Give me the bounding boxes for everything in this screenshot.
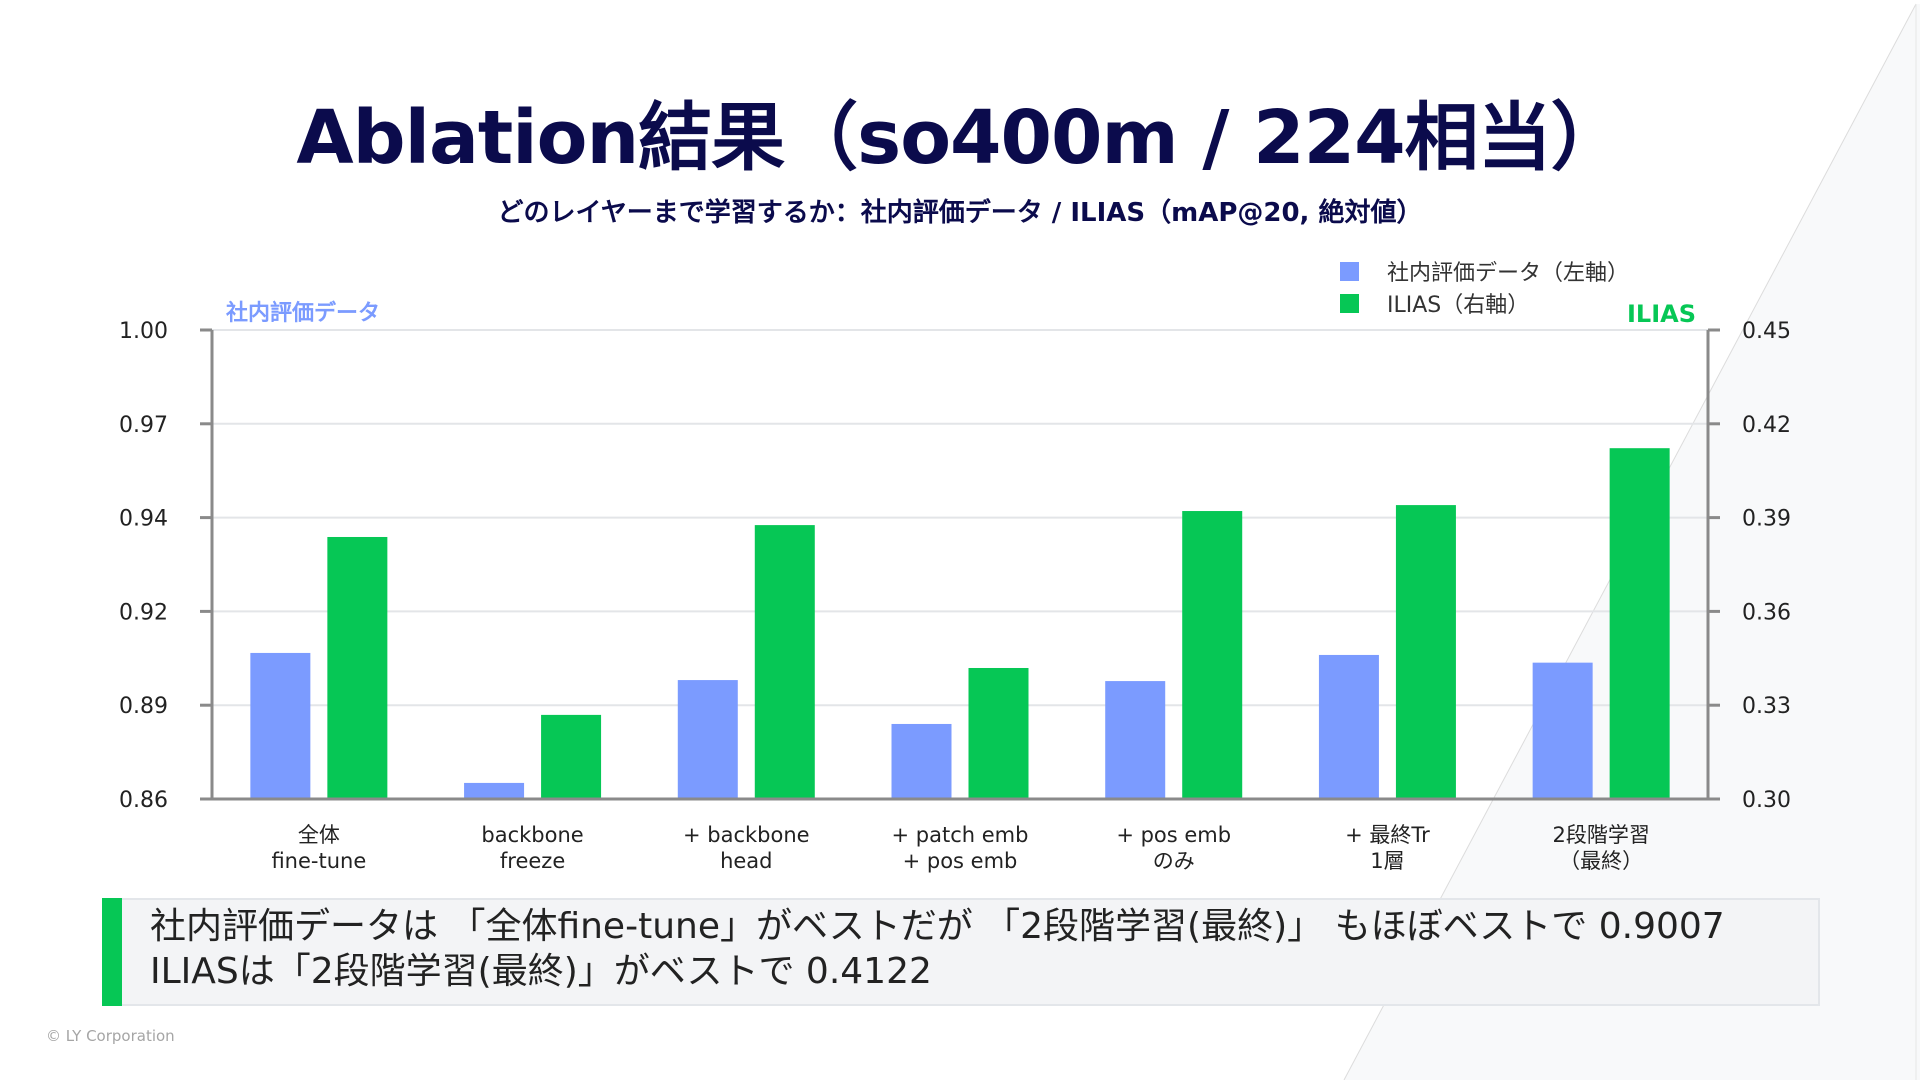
x-axis-category-label: + backbone: [683, 823, 810, 847]
x-axis-category-label: 全体: [298, 823, 340, 847]
legend-label-internal: 社内評価データ（左軸）: [1387, 261, 1629, 286]
callout-line-1: 社内評価データは 「全体fine-tune」がベストだが 「2段階学習(最終)」…: [150, 906, 1725, 947]
left-axis-tick-label: 0.86: [119, 788, 168, 813]
bar-internal-eval: [891, 723, 952, 799]
axis-labels: 0.86 0.30 0.89 0.33 0.92 0.36 0.94 0.39 0.97 0.42…: [119, 300, 1791, 873]
bar-internal-eval: [1105, 681, 1166, 799]
x-axis-category-label: 1層: [1370, 849, 1404, 873]
x-axis-category-label: （最終）: [1559, 849, 1643, 873]
bar-ilias: [327, 536, 388, 799]
bar-internal-eval: [677, 680, 738, 799]
x-axis-category-label: freeze: [500, 849, 565, 873]
legend-label-ilias: ILIAS（右軸）: [1387, 293, 1529, 318]
axes: [200, 328, 1720, 801]
right-axis-tick-label: 0.45: [1742, 319, 1791, 344]
x-axis-category-label: backbone: [481, 823, 583, 847]
legend: 社内評価データ（左軸） ILIAS（右軸）: [1340, 261, 1629, 318]
bar-ilias: [1609, 448, 1670, 799]
copyright-footer: © LY Corporation: [46, 1027, 175, 1045]
left-axis-tick-label: 0.92: [119, 600, 168, 625]
bar-internal-eval: [464, 782, 525, 799]
x-axis-category-label: + pos emb: [903, 849, 1018, 873]
gridlines: [212, 329, 1708, 707]
right-axis-tick-label: 0.30: [1742, 788, 1791, 813]
callout-accent-bar: [102, 898, 122, 1006]
x-axis-category-label: 2段階学習: [1552, 823, 1649, 847]
callout-line-2: ILIASは「2段階学習(最終)」がベストで 0.4122: [150, 951, 932, 992]
left-axis-tick-label: 0.94: [119, 507, 168, 532]
legend-swatch-internal: [1340, 262, 1359, 281]
callout-text: 社内評価データは 「全体fine-tune」がベストだが 「2段階学習(最終)」…: [150, 904, 1725, 994]
right-axis-tick-label: 0.42: [1742, 413, 1791, 438]
right-axis-tick-label: 0.33: [1742, 694, 1791, 719]
bar-ilias: [968, 667, 1029, 799]
legend-swatch-ilias: [1340, 294, 1359, 313]
left-axis-title: 社内評価データ: [226, 300, 380, 326]
left-axis-tick-label: 1.00: [119, 319, 168, 344]
summary-callout: 社内評価データは 「全体fine-tune」がベストだが 「2段階学習(最終)」…: [102, 898, 1820, 1006]
bar-internal-eval: [250, 652, 311, 799]
x-axis-category-label: + pos emb: [1116, 823, 1231, 847]
chart-subtitle: どのレイヤーまで学習するか：社内評価データ / ILIAS（mAP@20, 絶対…: [497, 198, 1423, 228]
bar-internal-eval: [1318, 654, 1379, 799]
bar-ilias: [754, 525, 815, 799]
right-axis-tick-label: 0.39: [1742, 507, 1791, 532]
x-axis-category-label: head: [720, 849, 772, 873]
x-axis-category-label: fine-tune: [271, 849, 366, 873]
left-axis-tick-label: 0.89: [119, 694, 168, 719]
bar-ilias: [541, 714, 602, 799]
bar-internal-eval: [1532, 662, 1593, 799]
slide-title: Ablation結果（so400m / 224相当）: [296, 95, 1624, 181]
bar-ilias: [1395, 505, 1456, 799]
right-axis-title: ILIAS: [1627, 300, 1696, 328]
x-axis-category-label: + patch emb: [892, 823, 1029, 847]
left-axis-tick-label: 0.97: [119, 413, 168, 438]
x-axis-category-label: + 最終Tr: [1345, 823, 1430, 847]
right-axis-tick-label: 0.36: [1742, 600, 1791, 625]
x-axis-category-label: のみ: [1153, 849, 1195, 873]
bar-ilias: [1182, 511, 1243, 799]
bars: [250, 448, 1670, 799]
